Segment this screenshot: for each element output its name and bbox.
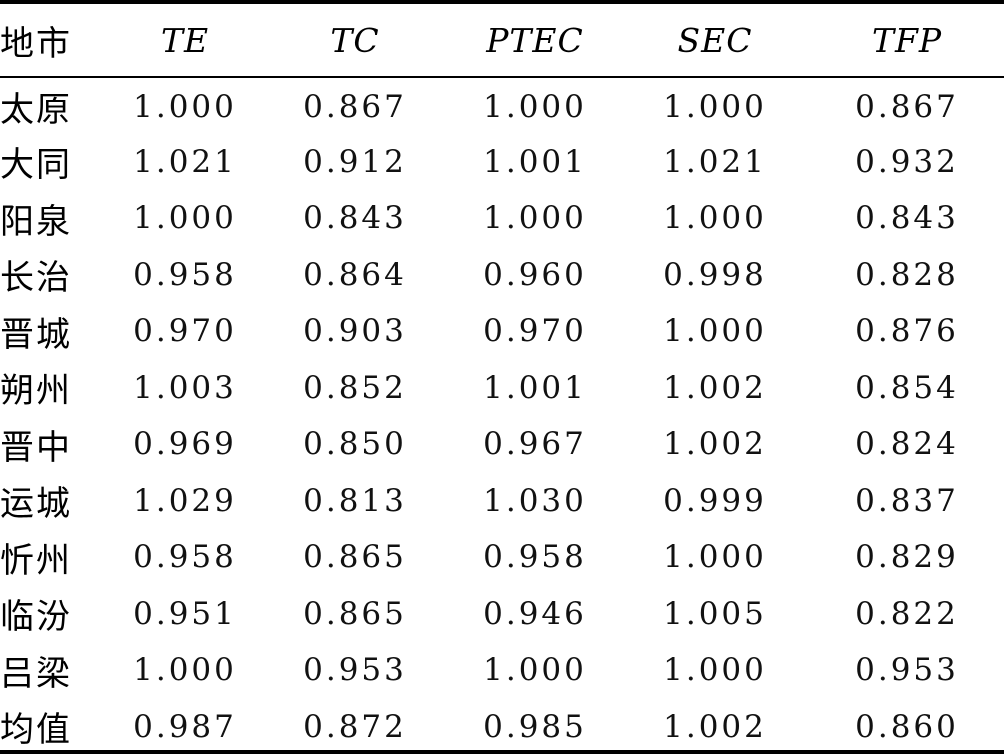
cell-city: 吕梁	[0, 653, 72, 694]
cell-city: 晋中	[0, 427, 72, 468]
cell-tc: 0.867	[303, 88, 407, 125]
cell-te: 0.951	[133, 595, 237, 632]
cell-tfp: 0.824	[855, 426, 959, 463]
cell-tfp: 0.837	[855, 482, 959, 519]
cell-tc: 0.864	[303, 256, 407, 293]
table-row: 临汾 0.951 0.865 0.946 1.005 0.822	[0, 586, 1004, 643]
table-row: 太原 1.000 0.867 1.000 1.000 0.867	[0, 77, 1004, 134]
cell-tc: 0.843	[303, 200, 407, 237]
header-sec: SEC	[677, 21, 753, 60]
cell-city: 运城	[0, 484, 72, 525]
table-row: 晋中 0.969 0.850 0.967 1.002 0.824	[0, 416, 1004, 473]
cell-ptec: 1.001	[483, 143, 587, 180]
cell-ptec: 1.030	[483, 482, 587, 519]
cell-sec: 1.002	[663, 426, 767, 463]
cell-city: 临汾	[0, 597, 72, 638]
table-header-rule	[0, 76, 1004, 78]
cell-ptec: 0.985	[483, 708, 587, 745]
cell-tfp: 0.828	[855, 256, 959, 293]
table-row: 运城 1.029 0.813 1.030 0.999 0.837	[0, 473, 1004, 530]
cell-tc: 0.912	[303, 143, 407, 180]
cell-tc: 0.852	[303, 369, 407, 406]
cell-te: 1.029	[133, 482, 237, 519]
efficiency-table: 地市 TE TC PTEC SEC TFP 太原 1.000 0.867 1.000 1…	[0, 4, 1004, 755]
cell-city: 忻州	[0, 540, 72, 581]
cell-tc: 0.865	[303, 539, 407, 576]
cell-tfp: 0.876	[855, 313, 959, 350]
table-row: 大同 1.021 0.912 1.001 1.021 0.932	[0, 134, 1004, 191]
cell-city: 长治	[0, 258, 72, 299]
cell-ptec: 0.946	[483, 595, 587, 632]
cell-te: 0.969	[133, 426, 237, 463]
cell-city: 朔州	[0, 371, 72, 412]
cell-sec: 0.998	[663, 256, 767, 293]
cell-ptec: 1.001	[483, 369, 587, 406]
header-row: 地市 TE TC PTEC SEC TFP	[0, 4, 1004, 77]
cell-sec: 1.002	[663, 369, 767, 406]
table-row: 晋城 0.970 0.903 0.970 1.000 0.876	[0, 303, 1004, 360]
header-tc: TC	[330, 21, 380, 60]
table-bottom-rule	[0, 750, 1004, 754]
cell-te: 1.003	[133, 369, 237, 406]
cell-city: 阳泉	[0, 201, 72, 242]
cell-tc: 0.872	[303, 708, 407, 745]
cell-sec: 0.999	[663, 482, 767, 519]
cell-te: 1.000	[133, 88, 237, 125]
table-body: 太原 1.000 0.867 1.000 1.000 0.867 大同 1.021 0.912 1…	[0, 77, 1004, 755]
cell-city: 晋城	[0, 314, 72, 355]
table-row: 吕梁 1.000 0.953 1.000 1.000 0.953	[0, 642, 1004, 699]
header-te: TE	[160, 21, 210, 60]
cell-te: 0.958	[133, 256, 237, 293]
cell-sec: 1.005	[663, 595, 767, 632]
cell-te: 0.987	[133, 708, 237, 745]
cell-tfp: 0.932	[855, 143, 959, 180]
cell-tc: 0.953	[303, 652, 407, 689]
cell-sec: 1.000	[663, 88, 767, 125]
table-header: 地市 TE TC PTEC SEC TFP	[0, 4, 1004, 77]
cell-te: 1.000	[133, 652, 237, 689]
cell-tfp: 0.860	[855, 708, 959, 745]
table-top-rule	[0, 0, 1004, 4]
cell-ptec: 0.970	[483, 313, 587, 350]
cell-tc: 0.903	[303, 313, 407, 350]
cell-tfp: 0.953	[855, 652, 959, 689]
cell-tfp: 0.829	[855, 539, 959, 576]
cell-sec: 1.000	[663, 313, 767, 350]
cell-tc: 0.865	[303, 595, 407, 632]
table-row: 忻州 0.958 0.865 0.958 1.000 0.829	[0, 529, 1004, 586]
cell-sec: 1.021	[663, 143, 767, 180]
cell-te: 0.970	[133, 313, 237, 350]
cell-ptec: 0.958	[483, 539, 587, 576]
cell-city: 均值	[0, 710, 72, 751]
cell-city: 太原	[0, 90, 72, 131]
header-city: 地市	[0, 24, 72, 64]
cell-tc: 0.813	[303, 482, 407, 519]
cell-sec: 1.000	[663, 200, 767, 237]
cell-ptec: 0.960	[483, 256, 587, 293]
cell-te: 1.021	[133, 143, 237, 180]
cell-sec: 1.000	[663, 539, 767, 576]
header-tfp: TFP	[871, 21, 943, 60]
table-row: 阳泉 1.000 0.843 1.000 1.000 0.843	[0, 190, 1004, 247]
cell-tfp: 0.867	[855, 88, 959, 125]
cell-ptec: 0.967	[483, 426, 587, 463]
cell-tc: 0.850	[303, 426, 407, 463]
table-row: 朔州 1.003 0.852 1.001 1.002 0.854	[0, 360, 1004, 417]
cell-sec: 1.002	[663, 708, 767, 745]
table-row: 长治 0.958 0.864 0.960 0.998 0.828	[0, 247, 1004, 304]
cell-tfp: 0.822	[855, 595, 959, 632]
cell-ptec: 1.000	[483, 652, 587, 689]
cell-te: 0.958	[133, 539, 237, 576]
cell-tfp: 0.843	[855, 200, 959, 237]
cell-te: 1.000	[133, 200, 237, 237]
table-row: 均值 0.987 0.872 0.985 1.002 0.860	[0, 699, 1004, 756]
cell-city: 大同	[0, 145, 72, 186]
cell-ptec: 1.000	[483, 88, 587, 125]
cell-tfp: 0.854	[855, 369, 959, 406]
header-ptec: PTEC	[486, 21, 584, 60]
cell-ptec: 1.000	[483, 200, 587, 237]
cell-sec: 1.000	[663, 652, 767, 689]
